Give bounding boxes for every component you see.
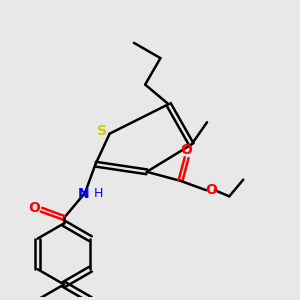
- Text: N: N: [78, 187, 90, 201]
- Text: O: O: [206, 183, 218, 197]
- Text: O: O: [181, 143, 193, 157]
- Text: O: O: [28, 200, 40, 214]
- Text: H: H: [93, 188, 103, 200]
- Text: S: S: [97, 124, 107, 139]
